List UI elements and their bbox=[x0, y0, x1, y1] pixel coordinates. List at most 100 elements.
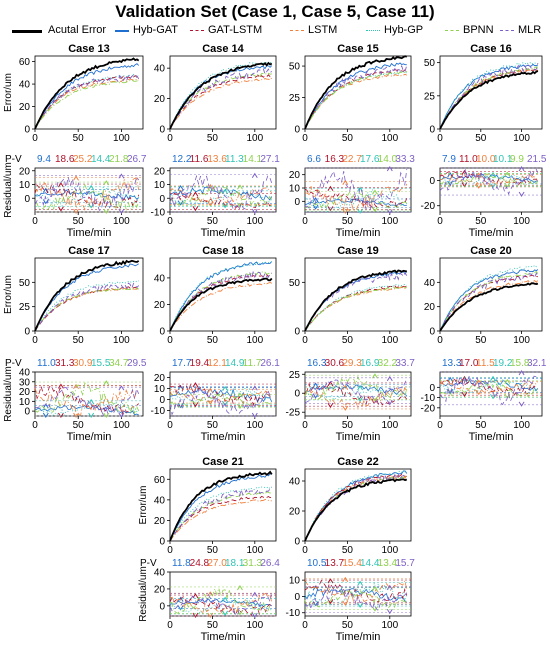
residual-line bbox=[34, 178, 140, 211]
x-tick-label: 0 bbox=[167, 216, 173, 227]
pv-value: 15.8 bbox=[510, 358, 530, 369]
valley-marker bbox=[386, 608, 393, 615]
valley-marker bbox=[357, 602, 364, 609]
valley-marker bbox=[73, 208, 79, 214]
x-tick-label: 0 bbox=[167, 620, 173, 631]
residual-line bbox=[169, 596, 273, 617]
series-line bbox=[34, 57, 140, 130]
residual-line bbox=[304, 386, 408, 409]
series-line bbox=[439, 272, 539, 332]
residual-line bbox=[169, 390, 272, 404]
x-tick-label: 0 bbox=[437, 216, 443, 227]
y-tick-label: 0 bbox=[294, 389, 300, 400]
series-line bbox=[34, 79, 139, 130]
residual-line bbox=[169, 593, 273, 617]
y-tick-label: 50 bbox=[289, 278, 301, 289]
series-line bbox=[169, 486, 273, 542]
peak-marker bbox=[342, 384, 349, 391]
case-title: Case 20 bbox=[470, 245, 512, 257]
x-tick-label: 50 bbox=[342, 335, 354, 346]
pv-value: 9.9 bbox=[510, 154, 524, 165]
series-line bbox=[169, 61, 273, 130]
valley-marker bbox=[386, 400, 393, 406]
x-tick-label: 100 bbox=[246, 133, 263, 144]
x-tick-label: 100 bbox=[381, 420, 398, 431]
residual-line bbox=[304, 589, 408, 610]
residual-line bbox=[34, 183, 140, 212]
residual-line bbox=[169, 387, 272, 403]
peak-marker bbox=[222, 188, 229, 195]
pv-value: 13.7 bbox=[325, 558, 345, 569]
pv-value: 18.6 bbox=[55, 154, 75, 165]
legend-item: LSTM bbox=[290, 24, 337, 36]
series-line bbox=[169, 261, 272, 332]
x-tick-label: 100 bbox=[381, 335, 398, 346]
error-plot-frame bbox=[304, 55, 412, 130]
pv-value: 18.1 bbox=[225, 558, 245, 569]
pv-value: 17.0 bbox=[459, 358, 479, 369]
peak-marker bbox=[504, 171, 511, 177]
x-tick-label: 50 bbox=[207, 216, 219, 227]
valley-marker bbox=[103, 208, 110, 214]
x-tick-label: 0 bbox=[32, 420, 38, 431]
pv-value: 34.7 bbox=[109, 358, 129, 369]
residual-line bbox=[169, 394, 273, 408]
series-line bbox=[34, 63, 140, 130]
y-tick-label: 0 bbox=[159, 601, 165, 612]
legend: Acutal Error Hyb-GAT GAT-LSTM LSTM Hyb-GP BPN… bbox=[0, 24, 550, 40]
pv-value: 11.0 bbox=[37, 358, 56, 369]
valley-marker bbox=[222, 610, 229, 616]
y-tick-label: 20 bbox=[424, 302, 436, 313]
y-tick-label: 10 bbox=[154, 180, 166, 191]
y-tick-label: -25 bbox=[286, 408, 301, 419]
valley-marker bbox=[386, 209, 393, 215]
y-tick-label: 20 bbox=[289, 507, 301, 518]
y-tick-label: 0 bbox=[159, 194, 165, 205]
y-tick-label: 20 bbox=[19, 102, 31, 113]
pv-value: 29.5 bbox=[127, 358, 147, 369]
pv-value: 32.2 bbox=[378, 358, 398, 369]
peak-marker bbox=[118, 173, 125, 179]
error-axis-label: Error/um bbox=[3, 275, 14, 314]
case-title: Case 13 bbox=[68, 43, 110, 55]
series-line bbox=[304, 470, 408, 542]
pv-value: 27.1 bbox=[260, 154, 280, 165]
legend-swatch bbox=[445, 30, 459, 31]
valley-marker bbox=[118, 412, 125, 418]
pv-value: 15.4 bbox=[342, 558, 362, 569]
series-line bbox=[169, 74, 272, 130]
pv-value: 15.5 bbox=[91, 358, 111, 369]
valley-marker bbox=[177, 200, 184, 206]
figure-title: Validation Set (Case 1, Case 5, Case 11) bbox=[115, 2, 435, 21]
valley-marker bbox=[357, 396, 364, 402]
peak-marker bbox=[192, 593, 199, 599]
valley-marker bbox=[177, 403, 184, 409]
pv-value: 26.1 bbox=[260, 358, 280, 369]
error-plot-frame bbox=[304, 257, 412, 332]
y-tick-label: 20 bbox=[289, 170, 301, 181]
x-tick-label: 0 bbox=[302, 545, 308, 556]
residual-line bbox=[34, 176, 140, 211]
series-line bbox=[34, 263, 139, 332]
series-line bbox=[169, 282, 272, 332]
x-tick-label: 50 bbox=[207, 335, 219, 346]
series-line bbox=[34, 74, 139, 130]
legend-label: Acutal Error bbox=[48, 24, 107, 36]
valley-marker bbox=[42, 199, 49, 205]
valley-marker bbox=[342, 600, 349, 606]
case-title: Case 17 bbox=[68, 245, 110, 257]
error-plot-frame bbox=[439, 257, 543, 332]
x-tick-label: 100 bbox=[246, 420, 263, 431]
peak-marker bbox=[57, 182, 64, 188]
peak-marker bbox=[386, 375, 393, 382]
valley-marker bbox=[57, 206, 64, 212]
pv-value: 10.0 bbox=[476, 154, 496, 165]
peak-marker bbox=[342, 576, 349, 583]
legend-item: BPNN bbox=[445, 24, 494, 36]
x-tick-label: 50 bbox=[342, 216, 354, 227]
error-axis-label: Error/um bbox=[3, 73, 14, 112]
series-line bbox=[169, 486, 273, 542]
series-line bbox=[169, 261, 273, 332]
valley-marker bbox=[342, 405, 349, 411]
residual-line bbox=[304, 579, 408, 603]
